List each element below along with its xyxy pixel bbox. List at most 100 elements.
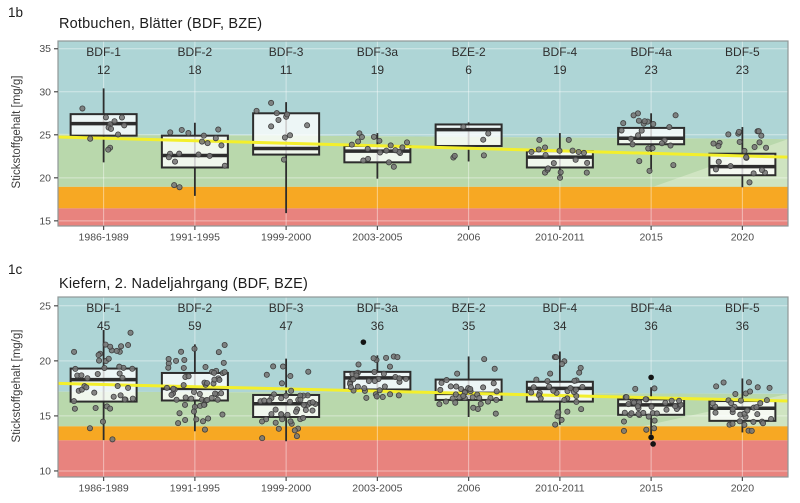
jitter-point	[180, 382, 187, 389]
jitter-point	[672, 403, 679, 410]
jitter-point	[390, 163, 397, 170]
jitter-point	[467, 386, 474, 393]
jitter-point	[477, 400, 484, 407]
jitter-point	[569, 147, 576, 154]
jitter-point	[376, 137, 383, 144]
boxplots	[69, 88, 777, 214]
jitter-point	[728, 400, 735, 407]
jitter-point	[535, 146, 542, 153]
jitter-point	[125, 384, 132, 391]
jitter-point	[300, 414, 307, 421]
jitter-point	[115, 131, 122, 138]
jitter-point	[480, 384, 487, 391]
jitter-point	[129, 365, 136, 372]
jitter-point	[550, 387, 557, 394]
jitter-point	[278, 380, 285, 387]
jitter-point	[736, 138, 743, 145]
jitter-point	[171, 182, 178, 189]
jitter-point	[577, 364, 584, 371]
jitter-point	[628, 410, 635, 417]
jitter-point	[165, 154, 172, 161]
jitter-point	[105, 146, 112, 153]
jitter-point	[272, 419, 279, 426]
jitter-point	[763, 397, 770, 404]
jitter-point	[347, 384, 354, 391]
jitter-point	[460, 392, 467, 399]
jitter-point	[392, 147, 399, 154]
jitter-point	[449, 395, 456, 402]
jitter-point	[556, 147, 563, 154]
jitter-point	[116, 363, 123, 370]
y-tick-label: 20	[39, 172, 51, 184]
site-label: BDF-1	[86, 45, 121, 59]
jitter-point	[221, 369, 228, 376]
jitter-point	[766, 384, 773, 391]
jitter-point	[364, 145, 371, 152]
jitter-point	[102, 114, 109, 121]
jitter-point	[625, 401, 632, 408]
jitter-point	[178, 348, 185, 355]
x-tick-label: 2006	[457, 483, 481, 495]
boxplot-BDF-3	[252, 102, 321, 214]
jitter-point	[216, 376, 223, 383]
jitter-point	[275, 116, 282, 123]
jitter-point	[83, 384, 90, 391]
column-headers: BDF-1 12 BDF-2 18 BDF-3 11 BDF-3a 19 BZE-2 6 BDF-4…	[86, 45, 760, 77]
y-tick-label: 25	[39, 300, 51, 312]
jitter-point	[371, 368, 378, 375]
y-axis-label-1c: Stickstoffgehalt [mg/g]	[11, 329, 23, 443]
jitter-point	[631, 399, 638, 406]
jitter-point	[376, 387, 383, 394]
jitter-point	[280, 156, 287, 163]
sample-count: 45	[97, 319, 111, 333]
x-tick-label: 2015	[639, 483, 663, 495]
jitter-point	[286, 398, 293, 405]
axes: 15 20 25 30 35 1986-1989 1991-1995 1999-2000 200…	[39, 43, 754, 243]
jitter-point	[199, 138, 206, 145]
jitter-point	[485, 130, 492, 137]
jitter-point	[712, 166, 719, 173]
jitter-point	[163, 384, 170, 391]
jitter-point	[481, 356, 488, 363]
site-label: BDF-4	[543, 45, 578, 59]
jitter-point	[287, 132, 294, 139]
jitter-point	[287, 418, 294, 425]
x-tick-label: 1999-2000	[261, 232, 311, 244]
jitter-point	[663, 406, 670, 413]
jitter-point	[751, 144, 758, 151]
jitter-point	[176, 410, 183, 417]
jitter-point	[469, 394, 476, 401]
jitter-point	[666, 124, 673, 131]
jitter-point	[167, 129, 174, 136]
jitter-point	[662, 399, 669, 406]
jitter-point	[544, 378, 551, 385]
jitter-point	[355, 361, 362, 368]
jitter-point	[363, 394, 370, 401]
jitter-point	[127, 329, 134, 336]
jitter-point	[168, 391, 175, 398]
jitter-point	[649, 145, 656, 152]
panel-label-1c: 1c	[8, 262, 23, 277]
jitter-point	[259, 418, 266, 425]
jitter-point	[732, 391, 739, 398]
jitter-point	[266, 397, 273, 404]
jitter-point	[261, 397, 268, 404]
jitter-point	[640, 409, 647, 416]
sample-count: 59	[188, 319, 202, 333]
jitter-point	[268, 123, 275, 130]
jitter-point	[676, 397, 683, 404]
site-label: BDF-4a	[630, 301, 672, 315]
jitter-point	[635, 132, 642, 139]
jitter-point	[118, 114, 125, 121]
jitter-point	[438, 379, 445, 386]
jitter-point	[642, 396, 649, 403]
jitter-point	[725, 131, 732, 138]
jitter-point	[653, 410, 660, 417]
jitter-point	[119, 374, 126, 381]
jitter-point	[395, 392, 402, 399]
sample-count: 36	[736, 319, 750, 333]
jitter-point	[580, 149, 587, 156]
jitter-point	[79, 105, 86, 112]
jitter-point	[94, 370, 101, 377]
